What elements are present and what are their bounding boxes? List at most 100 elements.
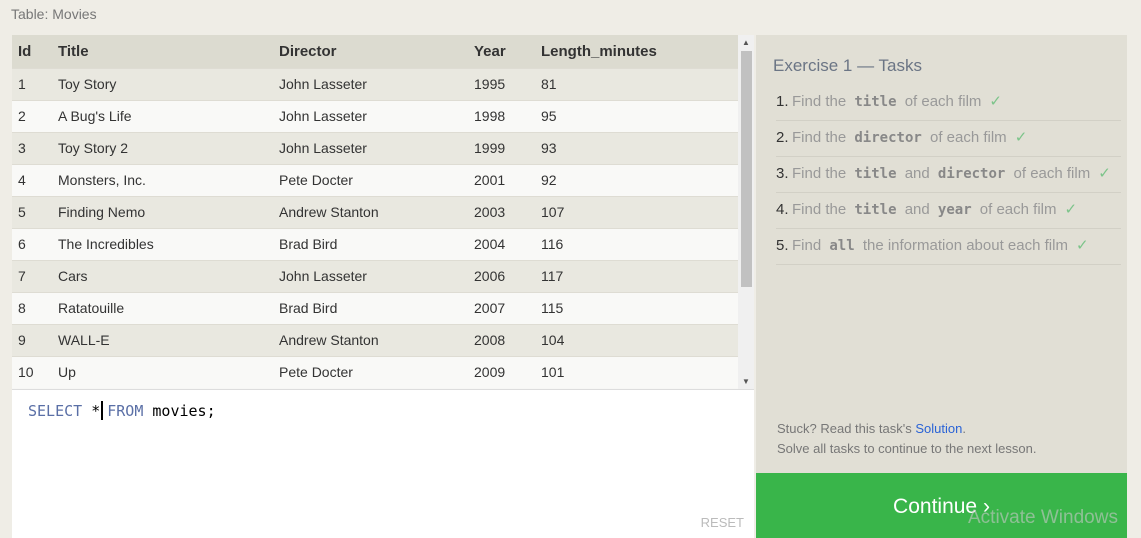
table-cell: 1 <box>12 67 58 100</box>
table-cell: Monsters, Inc. <box>58 163 279 196</box>
table-cell: Cars <box>58 259 279 292</box>
table-cell: Toy Story <box>58 67 279 100</box>
task-item: 4. Find the title and year of each film ✓ <box>776 193 1121 229</box>
check-icon: ✓ <box>1075 237 1089 254</box>
results-table: Id Title Director Year Length_minutes 1 Toy St… <box>12 35 754 389</box>
table-cell: Toy Story 2 <box>58 131 279 164</box>
stuck-suffix: . <box>962 421 966 436</box>
table-cell: A Bug's Life <box>58 99 279 132</box>
table-row: 10 Up Pete Docter 2009 101 <box>12 355 738 388</box>
table-cell: 2007 <box>474 291 541 324</box>
table-cell: 81 <box>541 67 738 100</box>
table-cell: 104 <box>541 323 738 356</box>
table-cell: 6 <box>12 227 58 260</box>
table-cell: Up <box>58 355 279 388</box>
task-text: Find <box>792 237 826 254</box>
table-row: 7 Cars John Lasseter 2006 117 <box>12 259 738 292</box>
table-name: movies; <box>152 402 216 420</box>
task-keyword: title <box>854 94 897 110</box>
table-cell: John Lasseter <box>279 131 474 164</box>
task-text: of each film <box>925 129 1007 146</box>
column-header: Length_minutes <box>541 35 738 68</box>
exercise-title: Exercise 1 — Tasks <box>773 56 922 75</box>
task-number: 5. <box>776 237 789 254</box>
check-icon: ✓ <box>989 93 1002 110</box>
column-header: Title <box>58 35 279 68</box>
task-text: Find the <box>792 165 851 182</box>
table-cell: Brad Bird <box>279 291 474 324</box>
sql-code[interactable]: SELECT * FROM movies; <box>28 401 216 420</box>
scroll-down-icon[interactable]: ▼ <box>742 377 750 386</box>
check-icon: ✓ <box>1098 165 1111 182</box>
task-text: and <box>900 165 934 182</box>
table-row: 5 Finding Nemo Andrew Stanton 2003 107 <box>12 195 738 228</box>
task-text: Find the <box>792 93 851 110</box>
scroll-up-icon[interactable]: ▲ <box>742 38 750 47</box>
table-cell: John Lasseter <box>279 259 474 292</box>
table-cell: 5 <box>12 195 58 228</box>
table-row: 3 Toy Story 2 John Lasseter 1999 93 <box>12 131 738 164</box>
table-row: 1 Toy Story John Lasseter 1995 81 <box>12 67 738 100</box>
table-cell: 95 <box>541 99 738 132</box>
table-cell: 107 <box>541 195 738 228</box>
task-keyword: director <box>854 130 922 146</box>
table-cell: 2006 <box>474 259 541 292</box>
table-cell: Andrew Stanton <box>279 195 474 228</box>
task-keyword: title <box>854 202 897 218</box>
table-cell: 1998 <box>474 99 541 132</box>
keyword-from: FROM <box>107 402 144 420</box>
table-cell: 92 <box>541 163 738 196</box>
task-keyword: year <box>937 202 972 218</box>
task-number: 1. <box>776 93 789 110</box>
task-keyword: all <box>829 238 855 254</box>
task-text: of each film <box>1009 165 1091 182</box>
stuck-text: Stuck? Read this task's <box>777 421 916 436</box>
table-cell: 2004 <box>474 227 541 260</box>
star: * <box>91 402 101 420</box>
table-cell: 1999 <box>474 131 541 164</box>
table-row: 6 The Incredibles Brad Bird 2004 116 <box>12 227 738 260</box>
column-header: Id <box>12 35 58 68</box>
table-row: 9 WALL-E Andrew Stanton 2008 104 <box>12 323 738 356</box>
task-item: 2. Find the director of each film ✓ <box>776 121 1121 157</box>
task-text: Find the <box>792 129 851 146</box>
table-cell: 116 <box>541 227 738 260</box>
table-cell: 117 <box>541 259 738 292</box>
task-item: 1. Find the title of each film ✓ <box>776 85 1121 121</box>
table-cell: Brad Bird <box>279 227 474 260</box>
check-icon: ✓ <box>1064 201 1078 218</box>
table-cell: 1995 <box>474 67 541 100</box>
table-cell: Pete Docter <box>279 163 474 196</box>
table-cell: 9 <box>12 323 58 356</box>
table-cell: 2 <box>12 99 58 132</box>
windows-watermark: Activate Windows <box>968 507 1118 528</box>
task-keyword: title <box>854 166 897 182</box>
scrollbar-thumb[interactable] <box>741 51 752 287</box>
table-cell: 4 <box>12 163 58 196</box>
sql-editor[interactable]: SELECT * FROM movies; RESET <box>12 389 754 538</box>
tasks-panel: Exercise 1 — Tasks 1. Find the title of e… <box>756 35 1127 473</box>
table-cell: 2003 <box>474 195 541 228</box>
task-list: 1. Find the title of each film ✓ 2. Find the… <box>776 85 1121 265</box>
table-cell: 115 <box>541 291 738 324</box>
table-cell: 3 <box>12 131 58 164</box>
task-item: 5. Find all the information about each fi… <box>776 229 1121 265</box>
table-header: Id Title Director Year Length_minutes <box>12 35 738 68</box>
continue-button[interactable]: Continue › <box>756 473 1127 538</box>
table-cell: 7 <box>12 259 58 292</box>
keyword-select: SELECT <box>28 402 83 420</box>
table-cell: John Lasseter <box>279 99 474 132</box>
reset-button[interactable]: RESET <box>700 515 744 530</box>
text-cursor <box>101 401 104 420</box>
table-label: Table: Movies <box>11 6 97 22</box>
table-cell: 2009 <box>474 355 541 388</box>
table-cell: Andrew Stanton <box>279 323 474 356</box>
table-cell: 10 <box>12 355 58 388</box>
table-scrollbar[interactable]: ▲ ▼ <box>738 35 754 389</box>
task-keyword: director <box>937 166 1006 182</box>
solution-link[interactable]: Solution <box>915 421 963 436</box>
task-item: 3. Find the title and director of each fi… <box>776 157 1121 193</box>
table-cell: Pete Docter <box>279 355 474 388</box>
table-cell: The Incredibles <box>58 227 279 260</box>
